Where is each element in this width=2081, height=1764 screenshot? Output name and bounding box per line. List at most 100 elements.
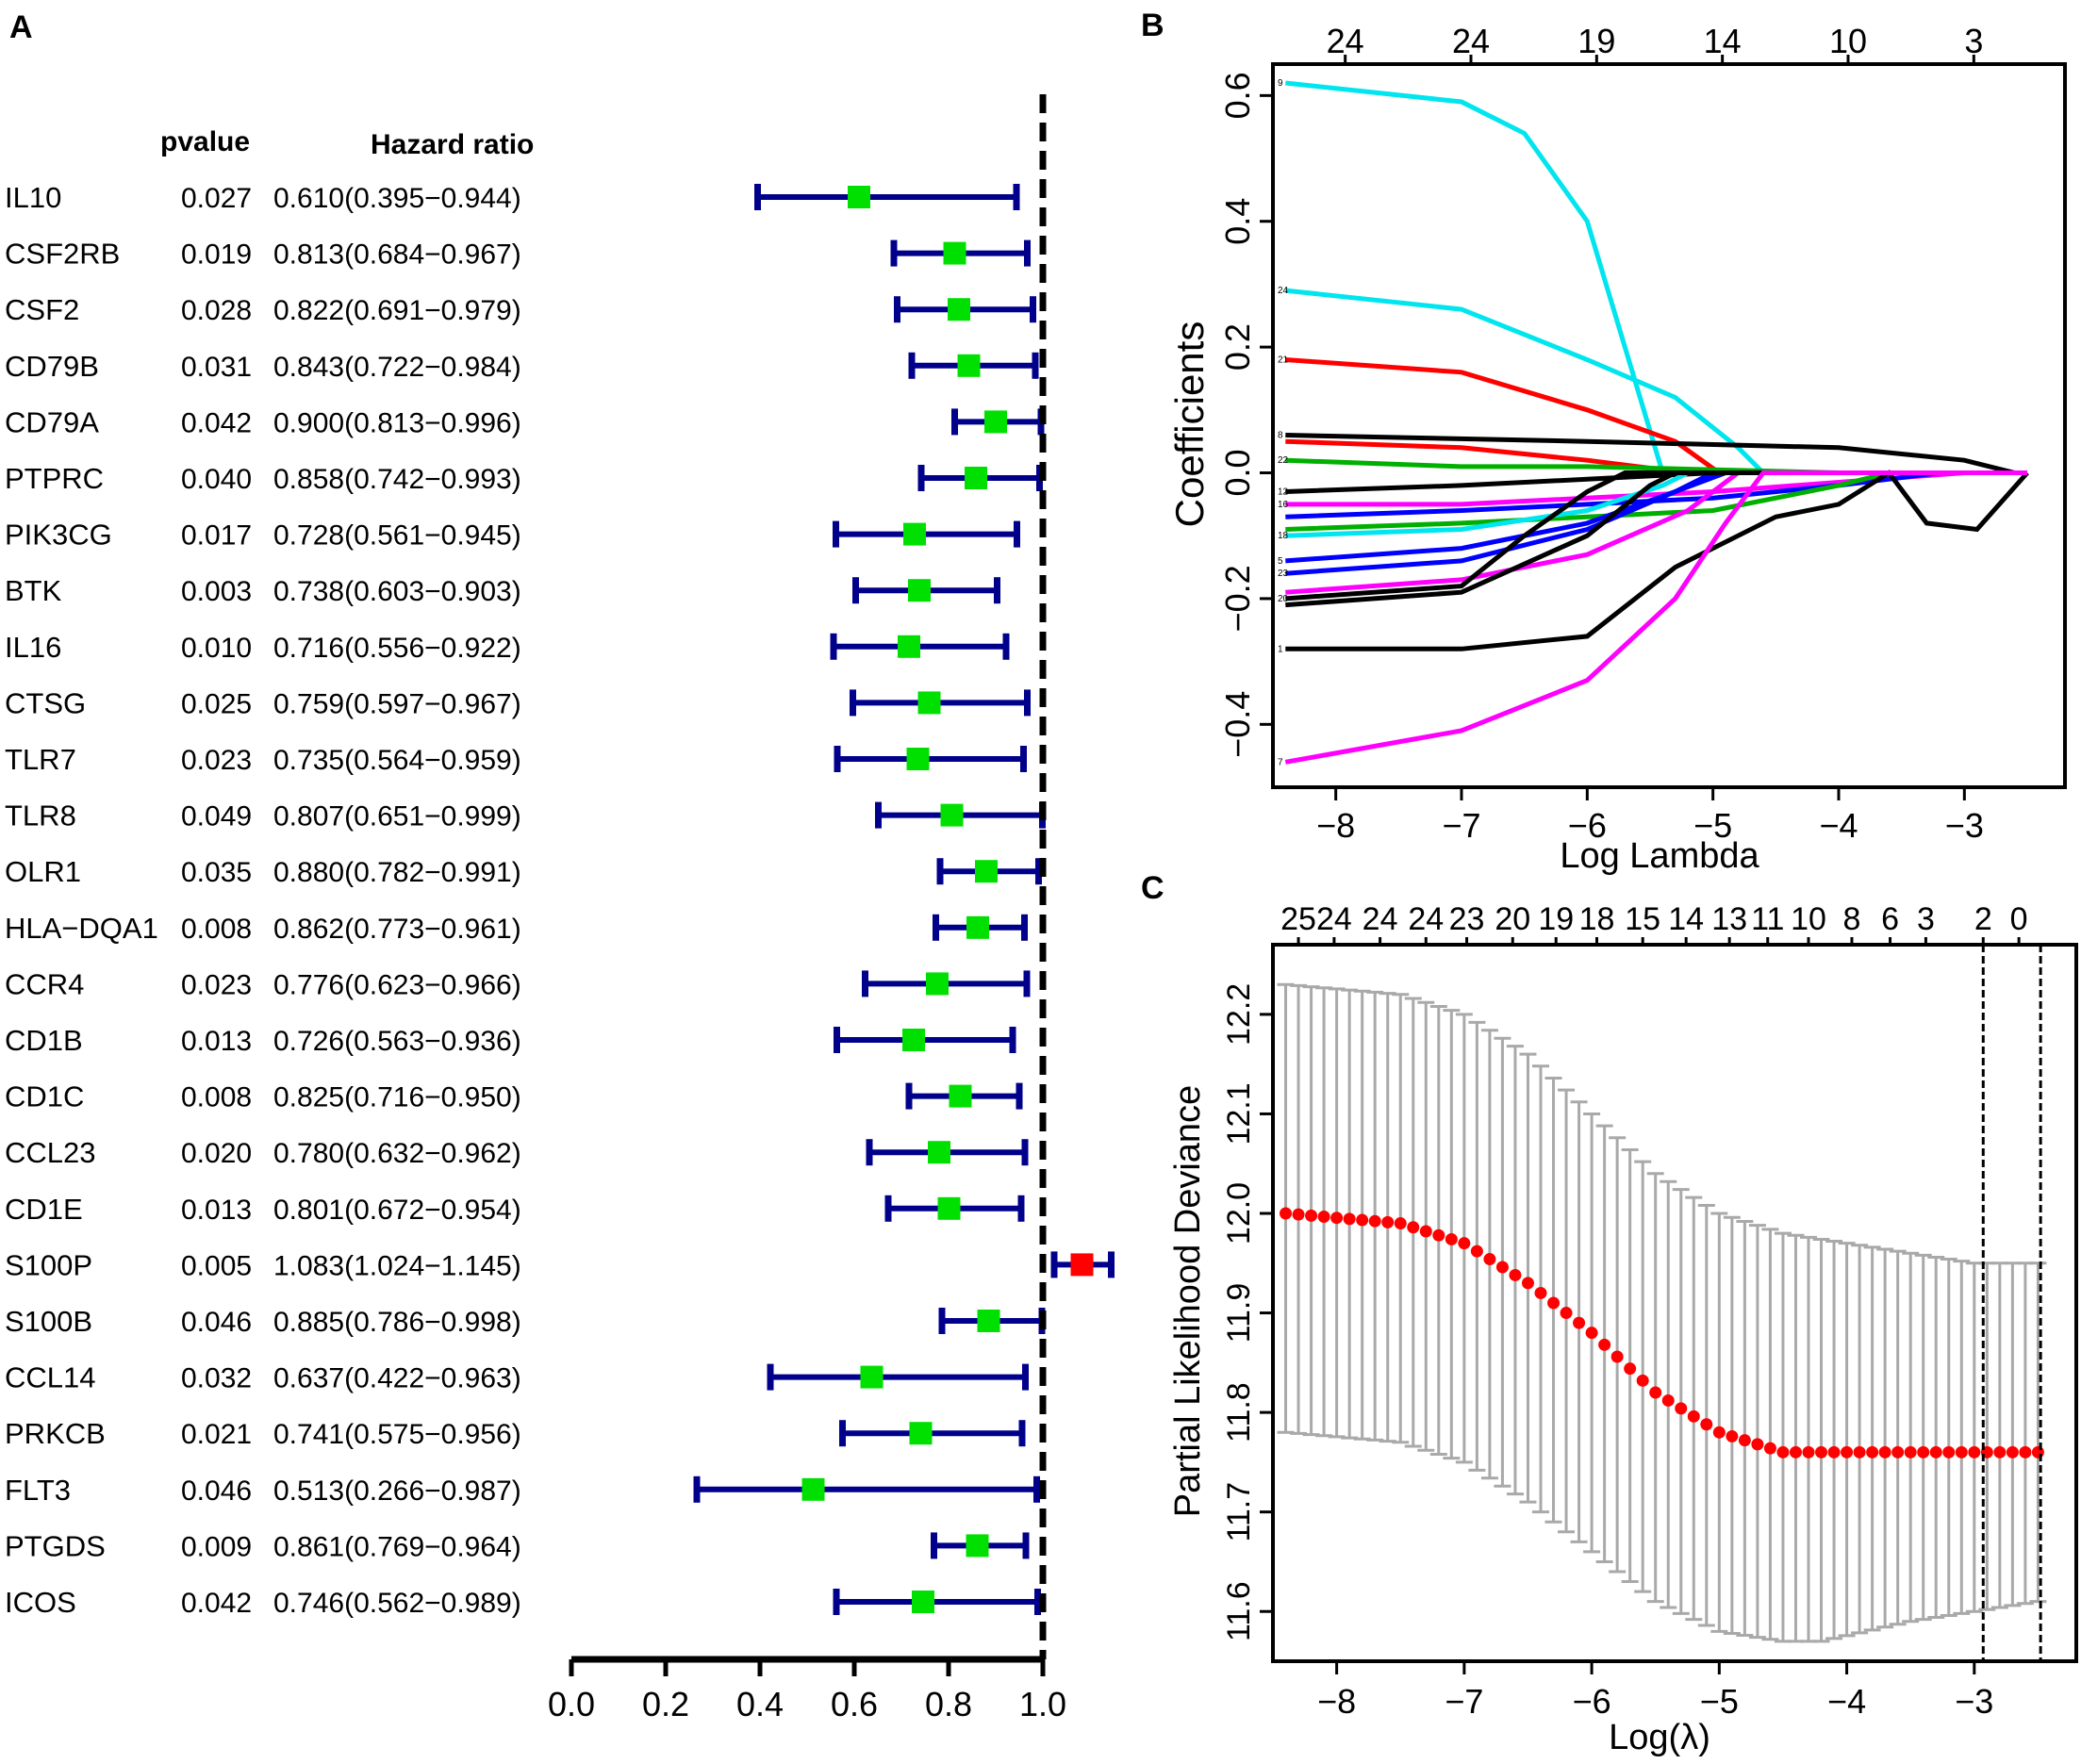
y-axis-label-c: Partial Likelihood Deviance (1168, 1085, 1208, 1517)
mean-deviance-point (1675, 1402, 1688, 1415)
top-tick-label: 24 (1363, 901, 1398, 937)
forest-row: FLT3 0.046 0.513(0.266−0.987) (5, 1474, 1040, 1507)
gene-label: CTSG (5, 686, 86, 719)
mean-deviance-point (1802, 1445, 1815, 1459)
pvalue-label: 0.028 (181, 295, 252, 326)
y-axis-label-b: Coefficients (1167, 321, 1212, 528)
hr-point (966, 915, 989, 939)
gene-label: S100P (5, 1248, 92, 1281)
y-tick-label: 12.0 (1221, 1182, 1257, 1245)
gene-label: IL16 (5, 631, 61, 664)
top-tick-label: 25 (1280, 901, 1316, 937)
forest-row: S100B 0.046 0.885(0.786−0.998) (5, 1305, 1046, 1338)
hr-label: 0.776(0.623−0.966) (273, 969, 521, 1000)
mean-deviance-point (1751, 1438, 1764, 1451)
panel-label-b: B (1141, 8, 1164, 43)
top-tick-label: 15 (1625, 901, 1660, 937)
forest-plot: pvalue Hazard ratio IL10 0.027 0.610(0.395… (5, 94, 1115, 1723)
y-tick-label: −0.2 (1218, 565, 1257, 632)
hr-point (860, 1365, 884, 1389)
mean-deviance-point (2019, 1445, 2032, 1459)
y-tick-label: 11.7 (1221, 1482, 1257, 1542)
forest-row: PTPRC 0.040 0.858(0.742−0.993) (5, 462, 1043, 495)
top-tick-label: 8 (1843, 901, 1861, 937)
gene-label: CD79A (5, 405, 99, 438)
x-tick-label: 0.8 (925, 1685, 972, 1723)
x-tick-label: 0.0 (548, 1685, 595, 1723)
mean-deviance-point (1891, 1445, 1905, 1459)
hr-point (912, 1591, 934, 1613)
gene-label: PIK3CG (5, 519, 112, 552)
hr-label: 0.741(0.575−0.956) (273, 1419, 521, 1450)
gene-label: CD1C (5, 1080, 84, 1113)
x-tick-label: 0.2 (642, 1685, 689, 1723)
x-tick-label: −6 (1568, 806, 1607, 845)
hr-label: 0.822(0.691−0.979) (273, 295, 521, 326)
y-tick-label: 12.2 (1221, 983, 1257, 1046)
hr-point (917, 691, 941, 715)
pvalue-label: 0.013 (181, 1026, 252, 1057)
mean-deviance-point (1521, 1277, 1534, 1290)
mean-deviance-point (1305, 1209, 1318, 1222)
x-tick-label: −3 (1955, 1682, 1993, 1721)
hr-label: 0.858(0.742−0.993) (273, 464, 521, 495)
gene-label: CCR4 (5, 967, 84, 1000)
x-tick-label: −8 (1317, 1682, 1356, 1721)
mean-deviance-point (1598, 1338, 1611, 1351)
hr-label: 0.880(0.782−0.991) (273, 857, 521, 888)
hr-point (948, 298, 970, 321)
mean-deviance-point (1661, 1393, 1675, 1407)
hr-point (906, 748, 930, 770)
forest-row: OLR1 0.035 0.880(0.782−0.991) (5, 855, 1042, 888)
mean-deviance-point (1700, 1418, 1713, 1431)
hr-label: 0.807(0.651−0.999) (273, 801, 521, 833)
mean-deviance-point (1955, 1445, 1968, 1459)
path-index-label: 20 (1278, 594, 1289, 604)
pvalue-label: 0.025 (181, 688, 252, 719)
cv-deviance-plot: −8 −7 −6 −5 −4 −325 24 24 24 23 20 19 18 15 14 13 11 10 8 6… (1168, 901, 2078, 1757)
path-index-label: 21 (1278, 354, 1289, 365)
x-tick-label: −5 (1700, 1682, 1739, 1721)
mean-deviance-point (1917, 1445, 1930, 1459)
gene-label: CSF2 (5, 293, 79, 326)
top-tick-label: 14 (1704, 22, 1742, 60)
mean-deviance-point (1776, 1445, 1790, 1459)
hr-point (943, 241, 966, 265)
mean-deviance-point (1841, 1445, 1854, 1459)
forest-x-axis: 0.0 0.2 0.4 0.6 0.8 1.0 (548, 1656, 1066, 1723)
top-tick-label: 3 (1917, 901, 1935, 937)
top-tick-label: 19 (1538, 901, 1574, 937)
pvalue-label: 0.042 (181, 1588, 252, 1619)
hr-point (966, 1534, 989, 1558)
hr-point (1070, 1253, 1094, 1277)
gene-label: OLR1 (5, 855, 81, 888)
mean-deviance-point (1407, 1221, 1420, 1234)
forest-row: PTGDS 0.009 0.861(0.769−0.964) (5, 1529, 1030, 1562)
forest-row: CD79A 0.042 0.900(0.813−0.996) (5, 405, 1045, 438)
forest-row: PIK3CG 0.017 0.728(0.561−0.945) (5, 519, 1020, 552)
col-header-hazard-ratio: Hazard ratio (371, 129, 534, 160)
hr-label: 0.862(0.773−0.961) (273, 914, 521, 945)
mean-deviance-point (1509, 1268, 1522, 1281)
mean-deviance-point (1458, 1237, 1471, 1250)
hr-label: 0.746(0.562−0.989) (273, 1588, 521, 1619)
hr-label: 0.513(0.266−0.987) (273, 1475, 521, 1507)
hr-label: 0.716(0.556−0.922) (273, 633, 521, 664)
forest-row: CTSG 0.025 0.759(0.597−0.967) (5, 686, 1031, 719)
mean-deviance-point (1317, 1211, 1330, 1224)
mean-deviance-point (1470, 1245, 1483, 1258)
mean-deviance-point (1878, 1445, 1891, 1459)
path-index-label: 1 (1278, 644, 1283, 654)
mean-deviance-point (1432, 1228, 1445, 1242)
path-index-label: 7 (1278, 757, 1283, 767)
x-tick-label: −3 (1945, 806, 1984, 845)
hr-point (908, 579, 931, 602)
forest-row: BTK 0.003 0.738(0.603−0.903) (5, 574, 1000, 607)
mean-deviance-point (1547, 1296, 1561, 1310)
forest-row: PRKCB 0.021 0.741(0.575−0.956) (5, 1417, 1026, 1450)
mean-deviance-point (1381, 1215, 1395, 1228)
hr-label: 0.801(0.672−0.954) (273, 1195, 521, 1226)
hr-point (937, 1196, 961, 1220)
gene-label: PTGDS (5, 1529, 106, 1562)
